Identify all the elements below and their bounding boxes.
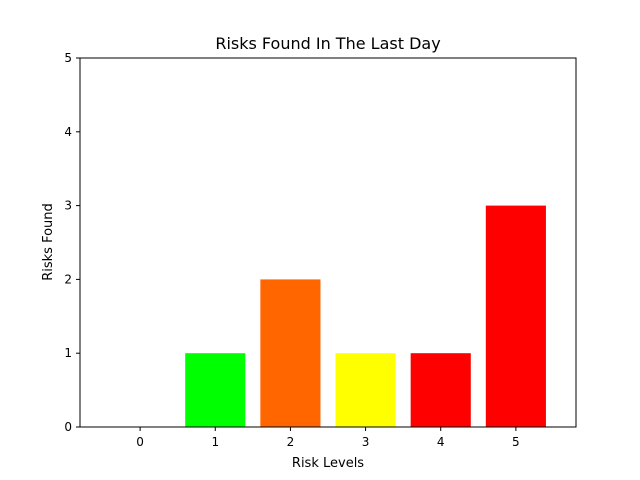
x-tick-label-4: 4 — [437, 435, 445, 449]
x-axis-label: Risk Levels — [292, 456, 364, 471]
x-tick-label-3: 3 — [362, 435, 370, 449]
x-tick-label-1: 1 — [211, 435, 219, 449]
bar-4 — [410, 353, 471, 427]
y-axis-label: Risks Found — [41, 203, 56, 281]
x-tick-label-2: 2 — [287, 435, 295, 449]
bar-2 — [260, 279, 321, 427]
bar-5 — [485, 205, 546, 427]
y-axis-ticks: 0 1 2 3 4 5 — [64, 51, 80, 434]
plot-frame — [79, 57, 577, 428]
y-tick-label-4: 4 — [64, 125, 72, 139]
y-tick-label-1: 1 — [64, 346, 72, 360]
y-tick-label-0: 0 — [64, 420, 72, 434]
bar-3 — [335, 353, 396, 427]
x-tick-label-0: 0 — [136, 435, 144, 449]
bars-group — [185, 205, 546, 427]
y-tick-label-5: 5 — [64, 51, 72, 65]
y-tick-label-2: 2 — [64, 272, 72, 286]
y-tick-label-3: 3 — [64, 199, 72, 213]
x-axis-ticks: 0 1 2 3 4 5 — [136, 427, 520, 449]
chart-title: Risks Found In The Last Day — [215, 34, 440, 53]
bar-1 — [185, 353, 246, 427]
x-tick-label-5: 5 — [512, 435, 520, 449]
